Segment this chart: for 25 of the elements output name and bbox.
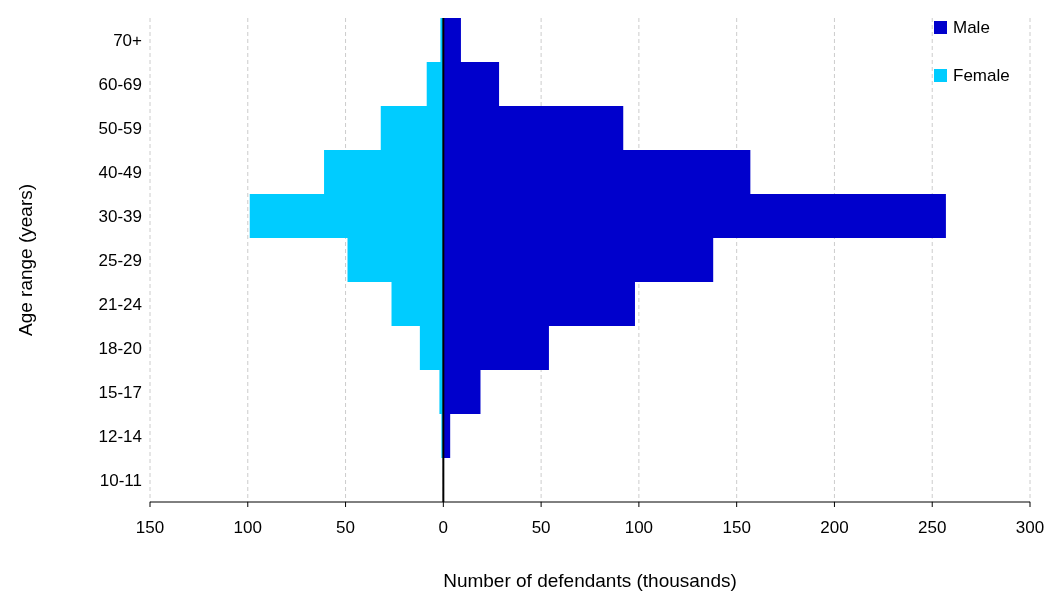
x-tick-label: 150 <box>722 518 751 537</box>
x-tick-label: 250 <box>918 518 947 537</box>
y-tick-label: 15-17 <box>98 383 142 402</box>
y-tick-label: 40-49 <box>98 163 142 182</box>
x-tick-label: 150 <box>135 518 165 537</box>
x-tick-label: 100 <box>233 518 262 537</box>
x-tick-label: 300 <box>1015 518 1045 537</box>
y-tick-label: 12-14 <box>98 427 142 446</box>
x-tick-label: 100 <box>624 518 654 537</box>
x-tick-label: 200 <box>820 518 849 537</box>
y-tick-label: 25-29 <box>98 251 142 270</box>
y-tick-label: 21-24 <box>98 295 142 314</box>
x-tick-label: 50 <box>531 518 551 537</box>
legend-label: Male <box>953 18 990 37</box>
y-tick-label: 30-39 <box>98 207 142 226</box>
y-tick-label: 70+ <box>113 31 143 50</box>
y-axis-title: Age range (years) <box>15 183 36 337</box>
y-tick-label: 10-11 <box>99 471 142 490</box>
x-tick-label: 50 <box>336 518 356 537</box>
x-axis-title: Number of defendants (thousands) <box>443 570 737 591</box>
y-tick-label: 60-69 <box>98 75 142 94</box>
y-tick-label: 18-20 <box>98 339 142 358</box>
y-tick-label: 50-59 <box>98 119 142 138</box>
x-tick-label: 0 <box>438 518 449 537</box>
legend-label: Female <box>953 66 1010 85</box>
